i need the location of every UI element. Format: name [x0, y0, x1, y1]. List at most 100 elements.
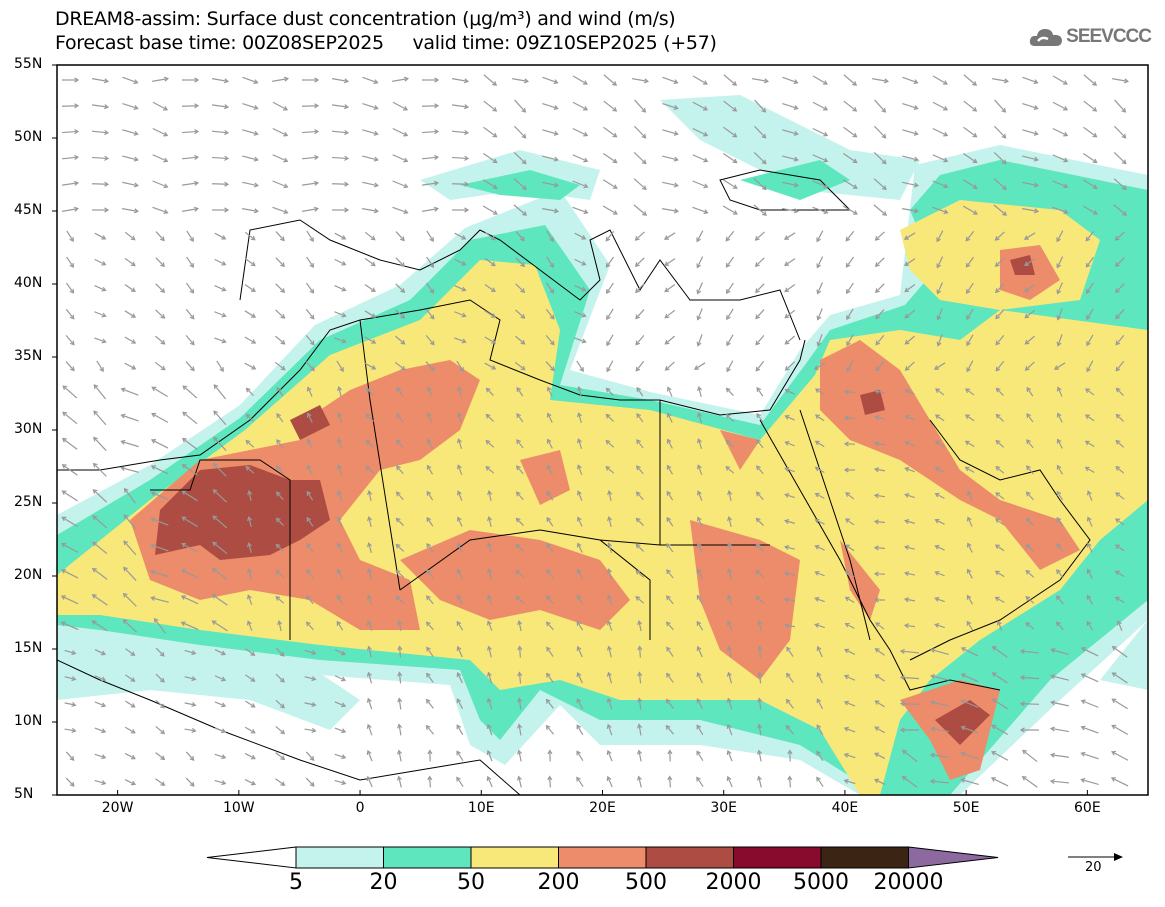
wind-arrow [991, 724, 1009, 736]
wind-arrow [545, 698, 554, 709]
wind-arrow [242, 181, 259, 188]
wind-arrow [1056, 386, 1063, 397]
wind-arrow [1019, 701, 1040, 707]
colorbar-label: 2000 [705, 870, 762, 895]
wind-arrow [306, 569, 314, 579]
wind-arrow [306, 230, 314, 243]
wind-arrow [334, 232, 347, 240]
wind-arrow [574, 311, 587, 318]
wind-arrow [486, 671, 493, 684]
wind-arrow [64, 701, 77, 708]
wind-arrow [662, 181, 679, 188]
wind-arrow [1026, 386, 1034, 397]
wind-arrow [784, 258, 796, 267]
wind-arrow [755, 283, 765, 294]
wind-arrow [932, 154, 949, 163]
wind-arrow [61, 437, 78, 450]
wind-arrow [1056, 543, 1064, 553]
wind-arrow [962, 205, 978, 215]
wind-arrow [275, 647, 285, 657]
wind-arrow [483, 100, 498, 112]
wind-arrow [576, 542, 583, 553]
lon-label: 10W [222, 800, 255, 816]
wind-arrow [216, 360, 224, 373]
wind-arrow [936, 282, 943, 295]
lon-label: 20E [589, 800, 616, 816]
wind-arrow [757, 619, 763, 632]
wind-arrow [606, 645, 612, 658]
wind-arrow [1086, 334, 1094, 347]
wind-arrow [184, 727, 197, 733]
wind-arrow [994, 257, 1005, 267]
wind-arrow [757, 697, 763, 710]
wind-arrow [845, 282, 854, 294]
wind-arrow [782, 102, 799, 110]
wind-arrow [184, 676, 197, 682]
wind-arrow [844, 648, 856, 655]
wind-arrow [545, 308, 555, 320]
wind-arrow [966, 594, 974, 605]
wind-arrow [120, 413, 139, 422]
wind-arrow [485, 413, 495, 422]
wind-arrow [635, 596, 645, 604]
wind-arrow [576, 568, 583, 579]
wind-arrow [1112, 78, 1130, 84]
wind-arrow [756, 439, 764, 449]
wind-arrow [1085, 388, 1095, 396]
wind-arrow [814, 466, 825, 474]
wind-arrow [153, 617, 166, 634]
wind-arrow [181, 437, 198, 450]
wind-arrow [755, 360, 765, 372]
wind-arrow [756, 775, 762, 788]
wind-arrow [726, 775, 733, 788]
wind-arrow [366, 723, 373, 736]
wind-arrow [516, 775, 522, 788]
wind-arrow [1056, 308, 1063, 321]
wind-arrow [426, 543, 434, 553]
wind-arrow [244, 284, 256, 293]
colorbar-under-triangle [206, 846, 297, 869]
wind-arrow [1050, 647, 1069, 656]
wind-arrow [186, 230, 194, 243]
wind-arrow [784, 388, 795, 395]
wind-arrow [1024, 335, 1035, 345]
wind-arrow [635, 569, 645, 578]
wind-arrow [1111, 724, 1129, 736]
wind-arrow [334, 311, 347, 318]
wind-arrow [903, 232, 916, 240]
wind-arrow [545, 282, 555, 294]
wind-arrow [991, 646, 1008, 658]
lat-label: 10N [14, 713, 43, 729]
wind-arrow [965, 282, 974, 294]
wind-arrow [366, 645, 372, 658]
wind-arrow [725, 256, 735, 268]
wind-arrow [395, 569, 405, 578]
wind-arrow [91, 104, 110, 110]
wind-arrow [395, 543, 405, 552]
wind-arrow [93, 384, 107, 400]
wind-arrow [425, 335, 435, 346]
wind-arrow [995, 335, 1005, 346]
wind-arrow [636, 465, 644, 475]
wind-arrow [994, 570, 1005, 578]
wind-arrow [782, 181, 799, 188]
wind-arrow [814, 518, 825, 525]
wind-arrow [151, 386, 169, 398]
wind-arrow [150, 465, 169, 475]
wind-arrow [213, 384, 227, 400]
wind-arrow [845, 256, 855, 268]
wind-arrow [366, 697, 373, 710]
wind-arrow [932, 206, 949, 215]
wind-vectors [60, 74, 1130, 788]
lat-label: 25N [14, 494, 43, 510]
wind-arrow [334, 675, 347, 682]
wind-arrow [365, 413, 375, 422]
wind-arrow [94, 258, 107, 266]
wind-arrow [64, 649, 77, 656]
wind-arrow [150, 569, 169, 578]
wind-arrow [1022, 208, 1040, 214]
wind-arrow [1083, 74, 1098, 86]
wind-arrow [843, 389, 856, 395]
wind-arrow [874, 389, 885, 394]
wind-arrow [155, 699, 165, 709]
